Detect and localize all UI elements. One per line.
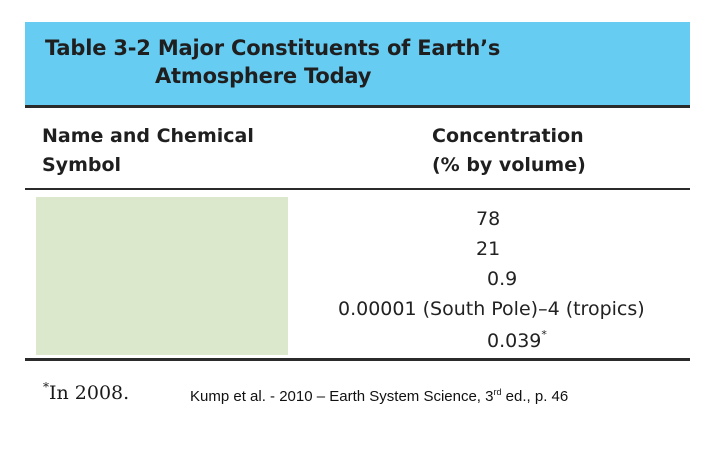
concentration-value: 0.039*: [487, 328, 547, 352]
table-rule-header: [25, 188, 690, 190]
table-rule-bottom: [25, 358, 690, 361]
footnote-mark: *: [43, 380, 49, 394]
table-footnote: *In 2008.: [43, 380, 129, 404]
concentration-value: 21: [476, 238, 501, 260]
column-header-concentration-line-2: (% by volume): [432, 154, 586, 176]
table-rule-top: [25, 105, 690, 108]
table-title-line-1: Table 3-2 Major Constituents of Earth’s: [45, 36, 501, 60]
redacted-name-column: [36, 197, 288, 355]
table-title-line-2: Atmosphere Today: [155, 64, 372, 88]
footnote-text: In 2008.: [49, 382, 130, 404]
source-citation: Kump et al. - 2010 – Earth System Scienc…: [190, 387, 569, 405]
concentration-value: 0.00001 (South Pole)–4 (tropics): [338, 298, 645, 320]
concentration-value: 0.9: [487, 268, 518, 290]
column-header-concentration: Concentration (% by volume): [432, 122, 586, 180]
footnote-marker: *: [541, 328, 547, 341]
table-title-banner: [25, 22, 690, 106]
column-header-name: Name and Chemical Symbol: [42, 122, 254, 180]
column-header-name-line-1: Name and Chemical: [42, 125, 254, 147]
concentration-value: 78: [476, 208, 501, 230]
column-header-name-line-2: Symbol: [42, 154, 122, 176]
column-header-concentration-line-1: Concentration: [432, 125, 584, 147]
